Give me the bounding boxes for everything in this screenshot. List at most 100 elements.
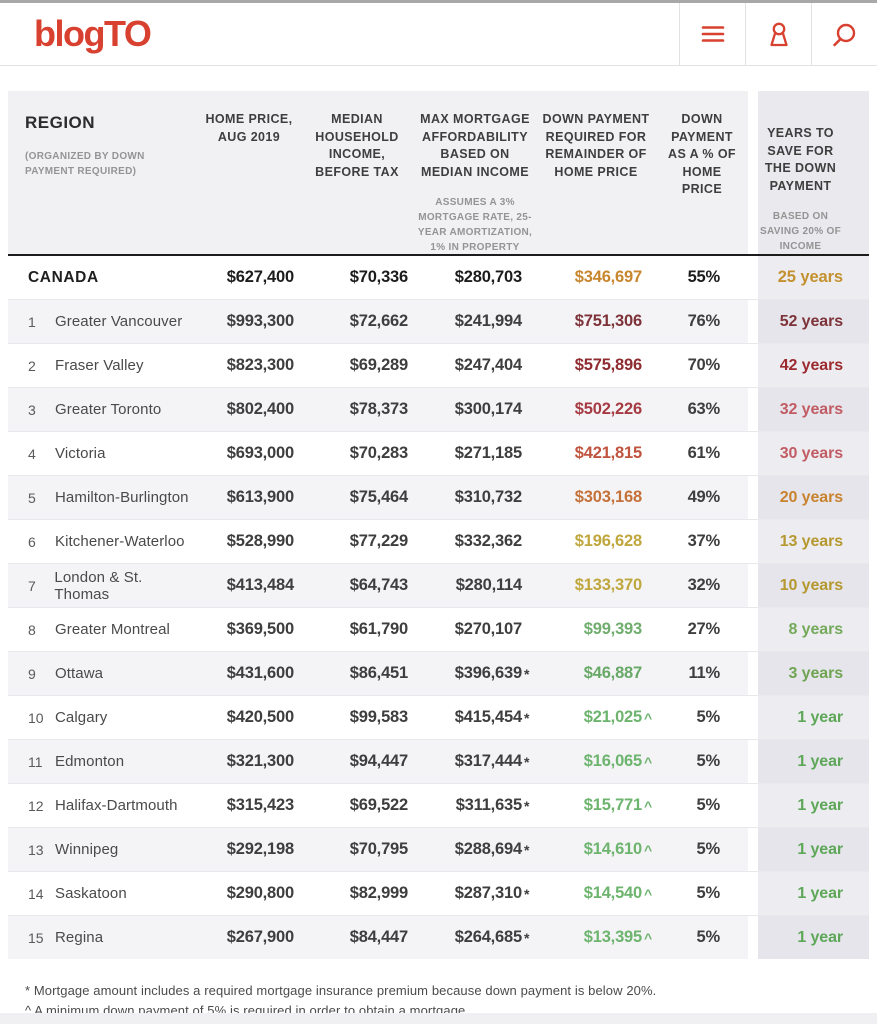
income-cell: $82,999 bbox=[300, 872, 414, 915]
table-row: 5 Hamilton-Burlington $613,900 $75,464 $… bbox=[8, 475, 869, 519]
table-row: 1 Greater Vancouver $993,300 $72,662 $24… bbox=[8, 299, 869, 343]
mortgage-value: $300,174 bbox=[454, 400, 522, 418]
region-rank: 2 bbox=[28, 357, 36, 374]
years-cell: 13 years bbox=[758, 520, 869, 563]
income-cell: $70,795 bbox=[300, 828, 414, 871]
mortgage-value: $288,694 bbox=[454, 840, 522, 858]
region-name: CANADA bbox=[28, 268, 99, 286]
account-button[interactable] bbox=[745, 3, 811, 65]
home-price-cell: $823,300 bbox=[198, 344, 300, 387]
table-header-row: REGION (ORGANIZED BY DOWN PAYMENT REQUIR… bbox=[8, 91, 869, 283]
region-rank: 4 bbox=[28, 445, 36, 462]
home-price-cell: $413,484 bbox=[198, 564, 300, 607]
table-row: 9 Ottawa $431,600 $86,451 $396,639 * $46… bbox=[8, 651, 869, 695]
region-name: Greater Toronto bbox=[55, 401, 162, 418]
region-name: Edmonton bbox=[55, 753, 125, 770]
income-cell: $99,583 bbox=[300, 696, 414, 739]
page-bottom-strip bbox=[0, 1013, 877, 1024]
mortgage-value: $396,639 bbox=[454, 664, 522, 682]
column-gutter bbox=[748, 388, 758, 431]
mortgage-cell: $311,635 * bbox=[414, 784, 536, 827]
down-pct-cell: 63% bbox=[656, 388, 748, 431]
region-cell: 4 Victoria bbox=[8, 432, 198, 475]
mortgage-footnote-mark: * bbox=[524, 753, 530, 770]
canada-years: 25 years bbox=[758, 256, 869, 299]
region-cell: 14 Saskatoon bbox=[8, 872, 198, 915]
down-payment-cell: $303,168 bbox=[536, 476, 656, 519]
down-payment-cell: $751,306 bbox=[536, 300, 656, 343]
mortgage-value: $310,732 bbox=[454, 488, 522, 506]
region-cell: CANADA bbox=[8, 256, 198, 299]
column-gutter bbox=[748, 652, 758, 695]
menu-button[interactable] bbox=[679, 3, 745, 65]
region-note: (ORGANIZED BY DOWN PAYMENT REQUIRED) bbox=[25, 150, 145, 177]
region-cell: 5 Hamilton-Burlington bbox=[8, 476, 198, 519]
mortgage-value: $271,185 bbox=[454, 444, 522, 462]
mortgage-cell: $415,454 * bbox=[414, 696, 536, 739]
down-pct-cell: 49% bbox=[656, 476, 748, 519]
table-row: 14 Saskatoon $290,800 $82,999 $287,310 *… bbox=[8, 871, 869, 915]
region-rank: 14 bbox=[28, 885, 44, 902]
income-cell: $70,283 bbox=[300, 432, 414, 475]
income-cell: $84,447 bbox=[300, 916, 414, 959]
down-payment-value: $196,628 bbox=[574, 532, 642, 550]
down-payment-cell: $46,887 bbox=[536, 652, 656, 695]
mortgage-value: $317,444 bbox=[454, 752, 522, 770]
home-price-cell: $267,900 bbox=[198, 916, 300, 959]
down-pct-cell: 5% bbox=[656, 784, 748, 827]
region-cell: 15 Regina bbox=[8, 916, 198, 959]
years-cell: 1 year bbox=[758, 696, 869, 739]
home-price-cell: $290,800 bbox=[198, 872, 300, 915]
region-rank: 7 bbox=[28, 577, 36, 594]
region-rank: 15 bbox=[28, 929, 44, 946]
income-cell: $69,289 bbox=[300, 344, 414, 387]
column-gutter bbox=[748, 872, 758, 915]
down-payment-value: $575,896 bbox=[574, 356, 642, 374]
down-payment-cell: $133,370 bbox=[536, 564, 656, 607]
down-payment-value: $99,393 bbox=[583, 620, 642, 638]
canada-row: CANADA $627,400 $70,336 $280,703 $346,69… bbox=[8, 256, 869, 299]
blogto-logo[interactable]: blogTO bbox=[34, 13, 152, 54]
region-name: Fraser Valley bbox=[55, 357, 144, 374]
mortgage-cell: $280,703 bbox=[414, 256, 536, 299]
down-payment-cell: $16,065 ^ bbox=[536, 740, 656, 783]
home-price-cell: $693,000 bbox=[198, 432, 300, 475]
region-cell: 7 London & St. Thomas bbox=[8, 564, 198, 607]
region-rank: 9 bbox=[28, 665, 36, 682]
down-pct-cell: 55% bbox=[656, 256, 748, 299]
down-payment-value: $14,610 bbox=[583, 840, 642, 858]
column-gutter bbox=[748, 696, 758, 739]
footnote-asterisk: * Mortgage amount includes a required mo… bbox=[25, 983, 657, 998]
years-cell: 30 years bbox=[758, 432, 869, 475]
mortgage-value: $415,454 bbox=[454, 708, 522, 726]
mortgage-value: $280,114 bbox=[455, 576, 523, 594]
region-name: Ottawa bbox=[55, 665, 104, 682]
region-rank: 10 bbox=[28, 709, 44, 726]
table-row: 11 Edmonton $321,300 $94,447 $317,444 * … bbox=[8, 739, 869, 783]
mortgage-cell: $310,732 bbox=[414, 476, 536, 519]
down-payment-footnote-mark: ^ bbox=[644, 797, 652, 814]
income-cell: $61,790 bbox=[300, 608, 414, 651]
down-payment-cell: $346,697 bbox=[536, 256, 656, 299]
down-payment-footnote-mark: ^ bbox=[644, 929, 652, 946]
region-cell: 9 Ottawa bbox=[8, 652, 198, 695]
mortgage-footnote-mark: * bbox=[524, 797, 530, 814]
search-button[interactable] bbox=[811, 3, 877, 65]
mortgage-value: $332,362 bbox=[454, 532, 522, 550]
column-gutter bbox=[748, 344, 758, 387]
region-name: Kitchener-Waterloo bbox=[55, 533, 185, 550]
mortgage-cell: $332,362 bbox=[414, 520, 536, 563]
down-payment-cell: $13,395 ^ bbox=[536, 916, 656, 959]
region-label: REGION bbox=[25, 113, 96, 132]
region-cell: 13 Winnipeg bbox=[8, 828, 198, 871]
region-rank: 3 bbox=[28, 401, 36, 418]
years-cell: 3 years bbox=[758, 652, 869, 695]
income-cell: $69,522 bbox=[300, 784, 414, 827]
mortgage-cell: $280,114 bbox=[414, 564, 536, 607]
table-row: 8 Greater Montreal $369,500 $61,790 $270… bbox=[8, 607, 869, 651]
down-payment-cell: $99,393 bbox=[536, 608, 656, 651]
region-cell: 10 Calgary bbox=[8, 696, 198, 739]
region-rank: 6 bbox=[28, 533, 36, 550]
down-payment-cell: $502,226 bbox=[536, 388, 656, 431]
mortgage-value: $280,703 bbox=[454, 268, 522, 286]
